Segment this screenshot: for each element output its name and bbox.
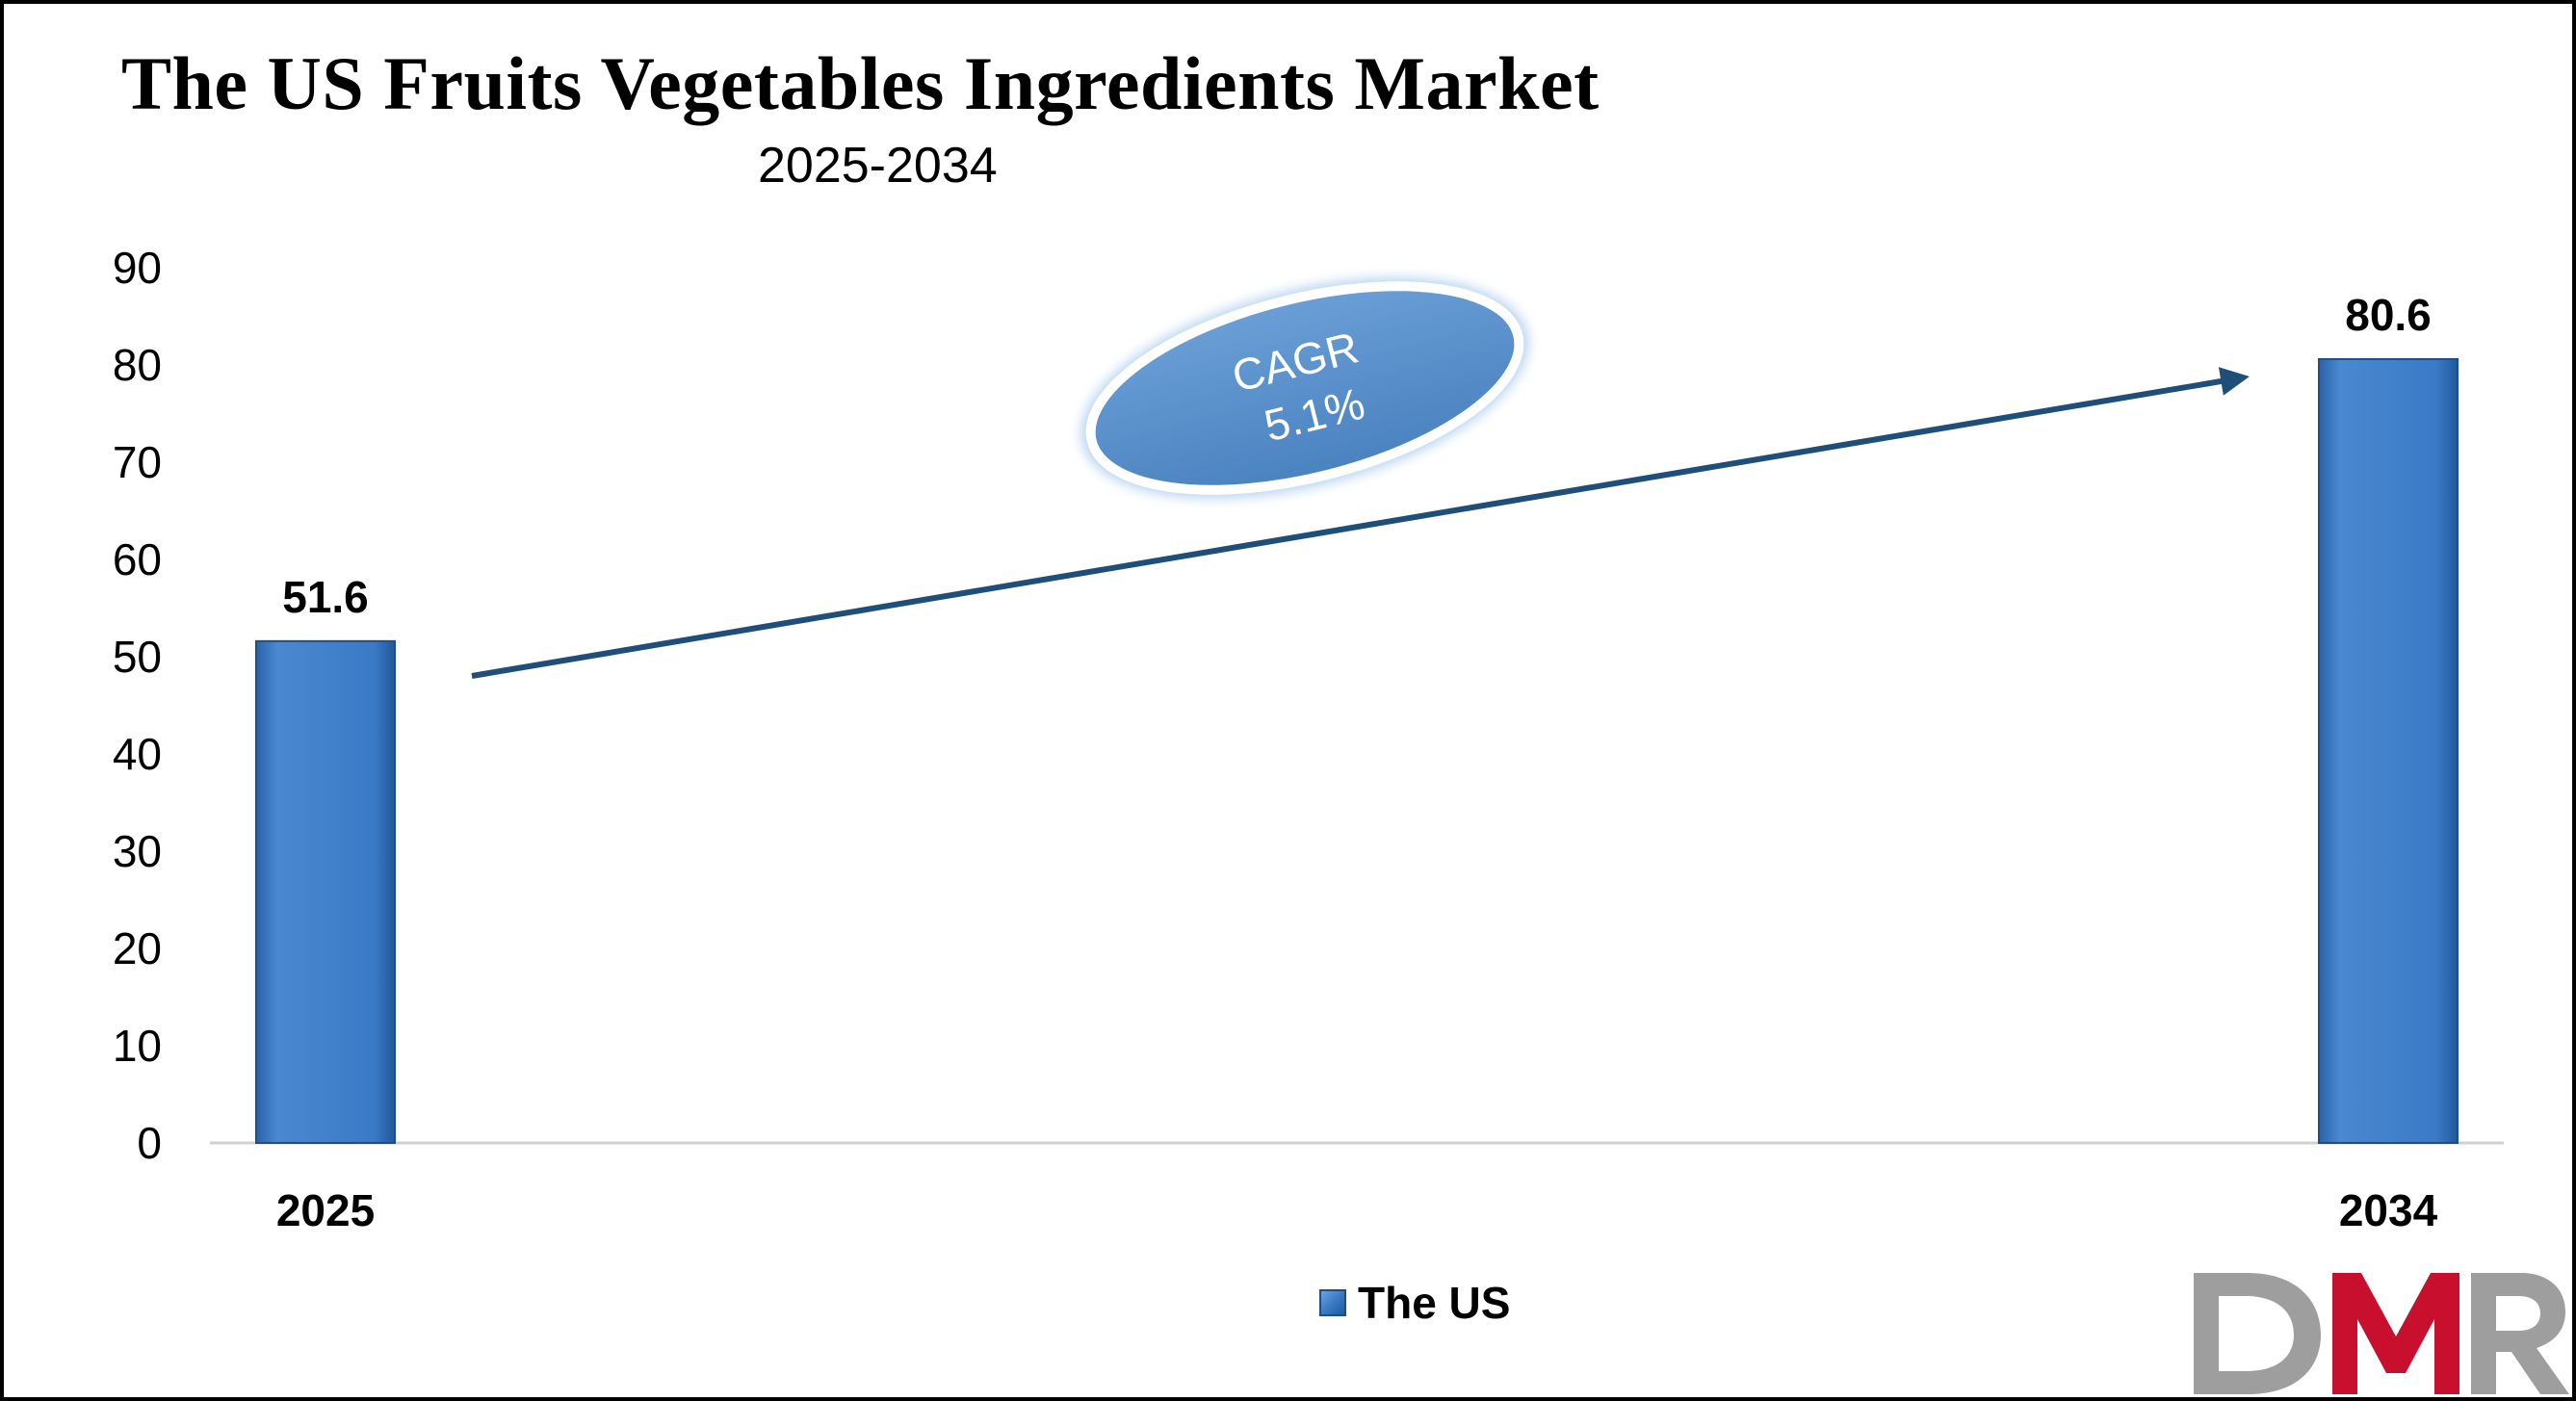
chart-title: The US Fruits Vegetables Ingredients Mar…	[121, 41, 1600, 125]
y-tick-label: 70	[113, 437, 162, 487]
x-tick-label: 2034	[2339, 1185, 2438, 1235]
bar-2025	[255, 639, 396, 1144]
y-tick-label: 50	[113, 632, 162, 682]
y-tick-label: 40	[113, 729, 162, 779]
y-tick-label: 20	[113, 923, 162, 973]
y-tick-label: 10	[113, 1021, 162, 1071]
y-tick-label: 30	[113, 826, 162, 876]
y-tick-label: 0	[137, 1118, 162, 1168]
logo-letter-m	[2332, 1273, 2459, 1394]
legend-swatch	[1319, 1289, 1346, 1316]
y-axis-ticks: 0 10 20 30 40 50 60 70 80 90	[113, 243, 162, 1168]
x-tick-label: 2025	[276, 1185, 375, 1235]
legend-label: The US	[1358, 1278, 1511, 1328]
logo-letter-d	[2194, 1273, 2321, 1394]
cagr-trend-arrow	[471, 367, 2250, 679]
y-tick-label: 80	[113, 340, 162, 390]
y-tick-label: 60	[113, 534, 162, 584]
legend: The US	[1319, 1276, 1510, 1330]
cagr-badge: CAGR 5.1%	[1080, 277, 1529, 499]
bars: 51.6 80.6	[255, 290, 2459, 1144]
data-label: 80.6	[2345, 290, 2432, 340]
x-axis-ticks: 2025 2034	[276, 1185, 2438, 1235]
y-tick-label: 90	[113, 243, 162, 293]
bar-2034	[2318, 357, 2459, 1144]
chart-subtitle: 2025-2034	[758, 138, 998, 194]
data-label: 51.6	[282, 572, 369, 622]
logo-letter-r	[2471, 1273, 2569, 1394]
dmr-logo	[2194, 1273, 2569, 1394]
